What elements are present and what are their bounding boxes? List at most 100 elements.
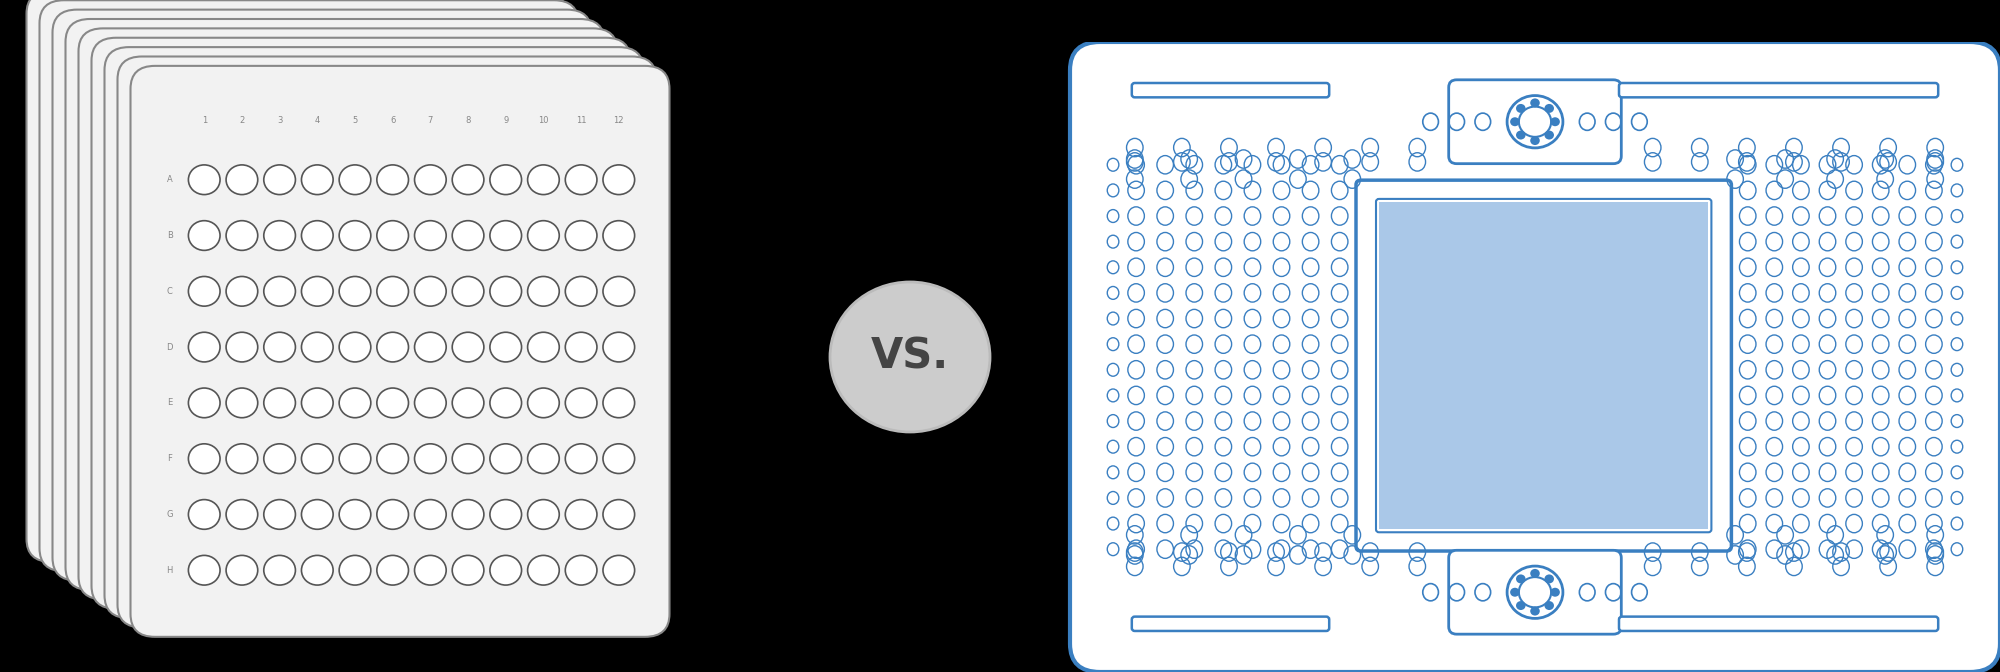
Circle shape (538, 118, 570, 148)
Circle shape (374, 109, 406, 138)
Circle shape (474, 267, 506, 296)
Circle shape (436, 267, 468, 296)
Circle shape (298, 276, 330, 306)
Circle shape (526, 304, 558, 334)
Circle shape (122, 313, 154, 343)
Circle shape (514, 434, 546, 464)
Circle shape (436, 211, 468, 241)
Circle shape (200, 370, 232, 399)
Circle shape (388, 286, 418, 315)
Circle shape (348, 202, 380, 231)
Circle shape (514, 183, 544, 213)
Circle shape (288, 323, 320, 353)
Circle shape (298, 165, 330, 194)
Circle shape (602, 388, 634, 418)
Text: F: F (168, 454, 172, 463)
FancyBboxPatch shape (1448, 80, 1622, 164)
Circle shape (412, 332, 444, 362)
Circle shape (136, 155, 166, 185)
Circle shape (376, 472, 408, 501)
Circle shape (276, 481, 308, 511)
Circle shape (350, 537, 382, 566)
Circle shape (98, 434, 130, 464)
Text: 10: 10 (538, 116, 548, 125)
Circle shape (262, 499, 292, 529)
Circle shape (550, 183, 582, 213)
Circle shape (376, 388, 408, 418)
Circle shape (350, 481, 382, 511)
Circle shape (386, 90, 418, 120)
Circle shape (238, 258, 270, 288)
Circle shape (314, 425, 344, 455)
Circle shape (212, 462, 244, 492)
Circle shape (490, 332, 522, 362)
Circle shape (314, 258, 344, 288)
Circle shape (414, 137, 444, 167)
Circle shape (274, 341, 306, 371)
Circle shape (136, 239, 168, 269)
Circle shape (286, 490, 318, 519)
Circle shape (200, 202, 232, 232)
Circle shape (250, 351, 282, 380)
Circle shape (566, 444, 596, 474)
Text: 9: 9 (504, 116, 508, 125)
Circle shape (376, 276, 408, 306)
Circle shape (276, 425, 308, 455)
Circle shape (398, 490, 430, 519)
Circle shape (122, 257, 154, 287)
Circle shape (264, 444, 296, 474)
FancyBboxPatch shape (1448, 550, 1622, 634)
Circle shape (512, 323, 544, 352)
Circle shape (498, 202, 530, 231)
Circle shape (474, 434, 506, 464)
Circle shape (362, 211, 392, 241)
Circle shape (288, 267, 320, 297)
Circle shape (248, 155, 280, 185)
Circle shape (324, 239, 356, 269)
Circle shape (364, 491, 396, 520)
Circle shape (122, 480, 154, 510)
Circle shape (464, 537, 496, 566)
Circle shape (314, 202, 344, 232)
Circle shape (84, 369, 116, 398)
Circle shape (186, 276, 218, 306)
Circle shape (172, 323, 204, 352)
Circle shape (176, 267, 208, 297)
Circle shape (172, 155, 204, 185)
Circle shape (160, 90, 192, 120)
Circle shape (414, 276, 446, 306)
Circle shape (298, 332, 330, 362)
Circle shape (488, 276, 518, 306)
Circle shape (450, 249, 482, 278)
Circle shape (490, 499, 522, 530)
Circle shape (250, 128, 282, 157)
Circle shape (236, 480, 266, 510)
Circle shape (540, 425, 570, 455)
Circle shape (262, 444, 292, 473)
Circle shape (376, 249, 408, 278)
Circle shape (590, 434, 622, 464)
Circle shape (336, 444, 368, 473)
Circle shape (412, 444, 444, 473)
Circle shape (238, 537, 270, 566)
Circle shape (262, 332, 292, 362)
Circle shape (388, 537, 420, 566)
Circle shape (188, 555, 220, 585)
Circle shape (362, 490, 392, 519)
Circle shape (124, 230, 156, 259)
Circle shape (226, 444, 258, 474)
Circle shape (1530, 569, 1540, 578)
Circle shape (488, 332, 518, 362)
Circle shape (248, 99, 280, 129)
Circle shape (198, 286, 230, 315)
Circle shape (238, 314, 270, 343)
Circle shape (426, 314, 458, 343)
Circle shape (226, 332, 258, 362)
Circle shape (212, 183, 244, 213)
Circle shape (524, 388, 556, 417)
Circle shape (362, 239, 394, 269)
Circle shape (438, 295, 470, 325)
Circle shape (524, 332, 556, 362)
Circle shape (148, 499, 180, 529)
Circle shape (402, 211, 434, 241)
